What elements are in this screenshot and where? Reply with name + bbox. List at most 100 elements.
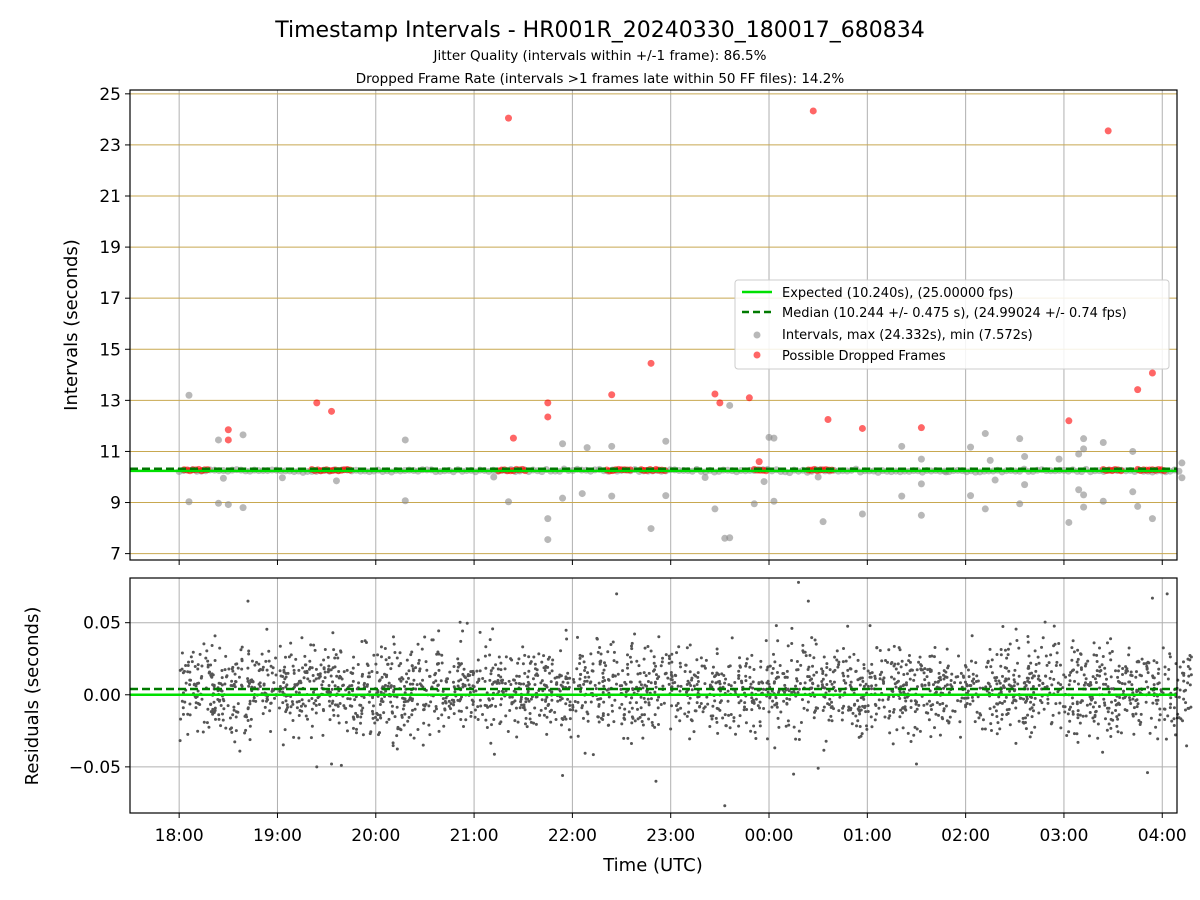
residual-point (961, 674, 965, 678)
residual-point (309, 643, 313, 647)
residual-point (253, 663, 257, 667)
interval-point (578, 490, 586, 498)
residual-point (647, 703, 651, 707)
residual-point (367, 671, 371, 675)
residual-point (591, 662, 595, 666)
residual-point (1168, 652, 1172, 656)
residuals-y-tick-label: 0.00 (83, 686, 121, 706)
residual-point (1136, 702, 1140, 706)
residual-point (314, 703, 318, 707)
residual-point (508, 695, 512, 699)
residual-point (781, 672, 785, 676)
residual-point (292, 668, 296, 672)
residual-point (321, 680, 325, 684)
residual-point (391, 635, 395, 639)
residual-point (690, 719, 694, 723)
intervals-y-tick-label: 9 (110, 494, 121, 514)
residual-point (402, 703, 406, 707)
residual-point (863, 704, 867, 708)
residual-point (730, 636, 734, 640)
residual-point (310, 666, 314, 670)
residual-point (848, 667, 852, 671)
residual-point (669, 727, 673, 731)
residual-point (771, 652, 775, 656)
residual-point (744, 662, 748, 665)
residual-point (880, 670, 884, 674)
residual-point (205, 649, 209, 653)
residual-point (1155, 702, 1159, 706)
residual-point (460, 695, 464, 699)
residual-point (452, 698, 456, 702)
residual-point (859, 696, 863, 700)
residual-point (210, 672, 214, 676)
residual-point (314, 699, 318, 703)
residual-point (1044, 674, 1048, 678)
residual-point (754, 736, 758, 740)
residual-point (260, 652, 264, 656)
residual-point (224, 654, 228, 658)
residual-point (371, 704, 375, 708)
intervals-y-tick-label: 7 (110, 545, 121, 565)
residual-point (283, 665, 287, 669)
residual-point (278, 685, 282, 689)
residual-point (1017, 646, 1021, 650)
residual-point (1002, 686, 1006, 690)
residual-point (890, 660, 894, 664)
residual-point (877, 706, 881, 710)
residual-point (726, 689, 730, 693)
residual-point (568, 717, 572, 721)
residual-point (337, 670, 341, 674)
residual-point (1188, 658, 1192, 662)
residual-point (1087, 734, 1091, 738)
residual-point (328, 704, 332, 708)
residual-point (472, 685, 476, 689)
residual-point (1110, 711, 1114, 715)
interval-point (858, 510, 866, 518)
intervals-y-tick-label: 19 (99, 238, 121, 258)
residual-point (842, 674, 846, 678)
residual-point (235, 662, 239, 666)
residual-point (811, 681, 815, 685)
residual-point (859, 676, 863, 680)
residual-point (757, 682, 761, 686)
residual-point (378, 713, 382, 717)
residual-point (652, 655, 656, 659)
residual-point (706, 702, 710, 706)
residual-point (900, 659, 904, 663)
residual-point (627, 710, 631, 714)
residual-point (901, 726, 905, 730)
residual-point (785, 701, 789, 705)
residual-point (213, 634, 217, 638)
residual-point (646, 697, 650, 701)
residual-point (523, 708, 527, 712)
residual-point (892, 664, 896, 668)
interval-point (1021, 481, 1029, 489)
residual-point (566, 671, 570, 675)
residual-point (240, 667, 244, 671)
residual-point (750, 696, 754, 700)
residual-point (548, 671, 552, 675)
residual-point (860, 732, 864, 736)
residual-point (902, 683, 906, 687)
residual-point (583, 666, 587, 670)
residual-point (189, 655, 193, 659)
interval-point (1134, 502, 1142, 510)
residual-point (506, 729, 510, 733)
residual-point (578, 677, 582, 681)
residual-point (723, 804, 727, 808)
dropped-frame-point (224, 436, 232, 444)
residual-point (715, 647, 719, 651)
residual-point (524, 716, 528, 720)
residual-point (315, 765, 319, 769)
residual-point (270, 671, 274, 675)
residual-point (794, 684, 798, 688)
residual-point (1029, 661, 1033, 665)
residual-point (515, 735, 519, 739)
residual-point (669, 670, 673, 674)
residual-point (892, 677, 896, 681)
residual-point (297, 713, 301, 717)
dropped-frame-point (711, 390, 719, 398)
residual-point (1017, 674, 1021, 678)
residual-point (937, 713, 941, 717)
residual-point (810, 636, 814, 640)
